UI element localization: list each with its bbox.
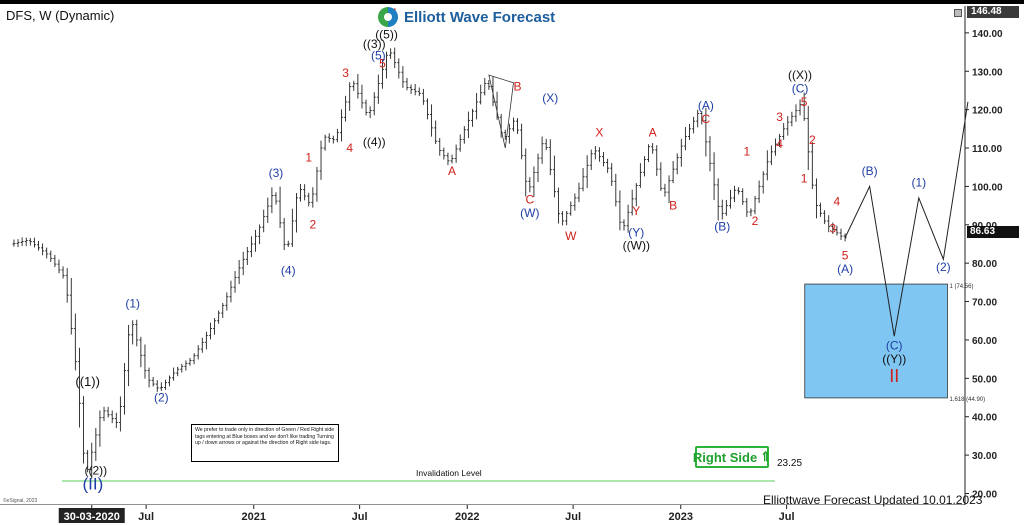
wave-label: (3) [269, 166, 284, 180]
y-tick-label: 120.00 [972, 106, 1003, 117]
right-side-label: Right Side [692, 449, 758, 465]
x-tick-label: 2023 [668, 511, 692, 523]
y-tick-label: 40.00 [972, 413, 997, 424]
x-tick-label: 2021 [242, 511, 266, 523]
wave-label: (A) [837, 262, 853, 276]
wave-label: 3 [829, 221, 836, 235]
y-tick-label: 110.00 [972, 144, 1002, 155]
target-box-layer: 1 (74.56) 1.618 (44.90) [804, 283, 985, 403]
wave-label: (2) [154, 390, 169, 404]
y-tick-label: 140.00 [972, 29, 1003, 40]
x-tick-label: Jul [779, 511, 795, 523]
wave-label: 5 [801, 95, 808, 109]
wave-label: (W) [520, 206, 539, 220]
wave-label: (4) [281, 264, 296, 278]
wave-label: 2 [309, 218, 316, 232]
wave-label: C [525, 193, 534, 207]
wave-label: (Y) [628, 225, 644, 239]
wave-label: ((2)) [84, 463, 107, 477]
wave-label: 5 [379, 56, 386, 70]
wave-label: ((5)) [375, 28, 398, 42]
x-axis-band [0, 505, 1024, 525]
wave-label: ((Y)) [882, 352, 906, 366]
trading-note: We prefer to trade only in direction of … [191, 424, 339, 462]
wave-label: 3 [342, 66, 349, 80]
wave-label: A [448, 164, 456, 178]
projection-layer [844, 101, 969, 337]
y-tick-label: 50.00 [972, 374, 997, 385]
wave-label: X [595, 126, 603, 140]
wave-label: 4 [346, 141, 353, 155]
axis-layer: 140.00130.00120.00110.00100.0090.0080.00… [0, 6, 1024, 525]
x-tick-label: Jul [352, 511, 368, 523]
wave-label: B [669, 198, 677, 212]
box-bottom-label: 1.618 (44.90) [949, 397, 985, 403]
x-tick-label: Jul [138, 511, 154, 523]
wave-label: II [889, 366, 899, 386]
wave-label: 4 [776, 137, 783, 151]
esignal-watermark: ©eSignal, 2023 [3, 498, 38, 504]
wave-label: (1) [125, 296, 140, 310]
wave-label: 1 [801, 172, 808, 186]
chart-settings-icon[interactable] [954, 9, 962, 17]
updated-footer: Elliottwave Forecast Updated 10.01.2023 [763, 493, 983, 507]
y-tick-label: 20.00 [972, 489, 997, 500]
wave-label: (1) [911, 175, 926, 189]
up-arrow-icon: ⇑ [760, 449, 772, 464]
chart-symbol: DFS, W (Dynamic) [6, 8, 115, 23]
wave-label: A [649, 126, 657, 140]
wave-label: (II) [83, 475, 104, 494]
invalidation-label: Invalidation Level [416, 468, 482, 478]
ohlc-bars [12, 47, 847, 479]
projection-path [844, 101, 969, 337]
ewf-logo-icon [378, 7, 398, 27]
wave-label: C [702, 112, 711, 126]
wave-label: 3 [776, 110, 783, 124]
y-tick-label: 130.00 [972, 67, 1003, 78]
wave-label: 5 [842, 248, 849, 262]
box-top-label: 1 (74.56) [949, 284, 973, 290]
wave-labels: ((1))((2))(II)(1)(2)(3)(4)12345(5)((3))(… [75, 5, 950, 493]
triangle-pattern [488, 74, 514, 149]
target-blue-box [804, 283, 948, 399]
top-price-tag: 146.48 [967, 6, 1019, 18]
wave-label: 2 [752, 214, 759, 228]
wave-label: ((3)) [363, 37, 386, 51]
wave-label: ((1)) [75, 374, 100, 389]
top-border [0, 0, 1024, 4]
last-price-tag: 86.63 [967, 226, 1019, 238]
y-tick-label: 60.00 [972, 336, 997, 347]
wave-label: W [565, 229, 577, 243]
wave-label: (C) [886, 339, 903, 353]
wave-label: (X) [542, 91, 558, 105]
wave-label: B [514, 79, 522, 93]
x-tick-label: Jul [565, 511, 581, 523]
x-start-badge [58, 508, 125, 523]
invalidation-price: 23.25 [777, 458, 803, 469]
y-tick-label: 100.00 [972, 182, 1003, 193]
wave-label: (B) [714, 220, 730, 234]
wave-label: (2) [936, 260, 951, 274]
wave-label: (A) [698, 99, 714, 113]
wave-label: 1 [305, 150, 312, 164]
y-tick-label: 80.00 [972, 259, 997, 270]
wave-label: ((W)) [623, 239, 650, 253]
y-tick-label: 70.00 [972, 298, 997, 309]
wave-label: (5) [371, 49, 386, 63]
y-tick-label: 30.00 [972, 451, 997, 462]
wave-label: ((X)) [788, 68, 812, 82]
right-side-tag: Right Side ⇑ [692, 446, 772, 468]
x-tick-label: 30-03-2020 [64, 511, 120, 523]
wave-label: ((4)) [363, 135, 386, 149]
brand-name: Elliott Wave Forecast [404, 8, 556, 26]
wave-label: 1 [743, 145, 750, 159]
brand-logo: Elliott Wave Forecast [378, 5, 555, 29]
x-tick-label: 2022 [455, 511, 479, 523]
wave-label: (C) [792, 81, 809, 95]
wave-label: 4 [834, 195, 841, 209]
wave-label: Y [632, 204, 640, 218]
wave-label: 2 [809, 133, 816, 147]
wave-label: (B) [862, 164, 878, 178]
